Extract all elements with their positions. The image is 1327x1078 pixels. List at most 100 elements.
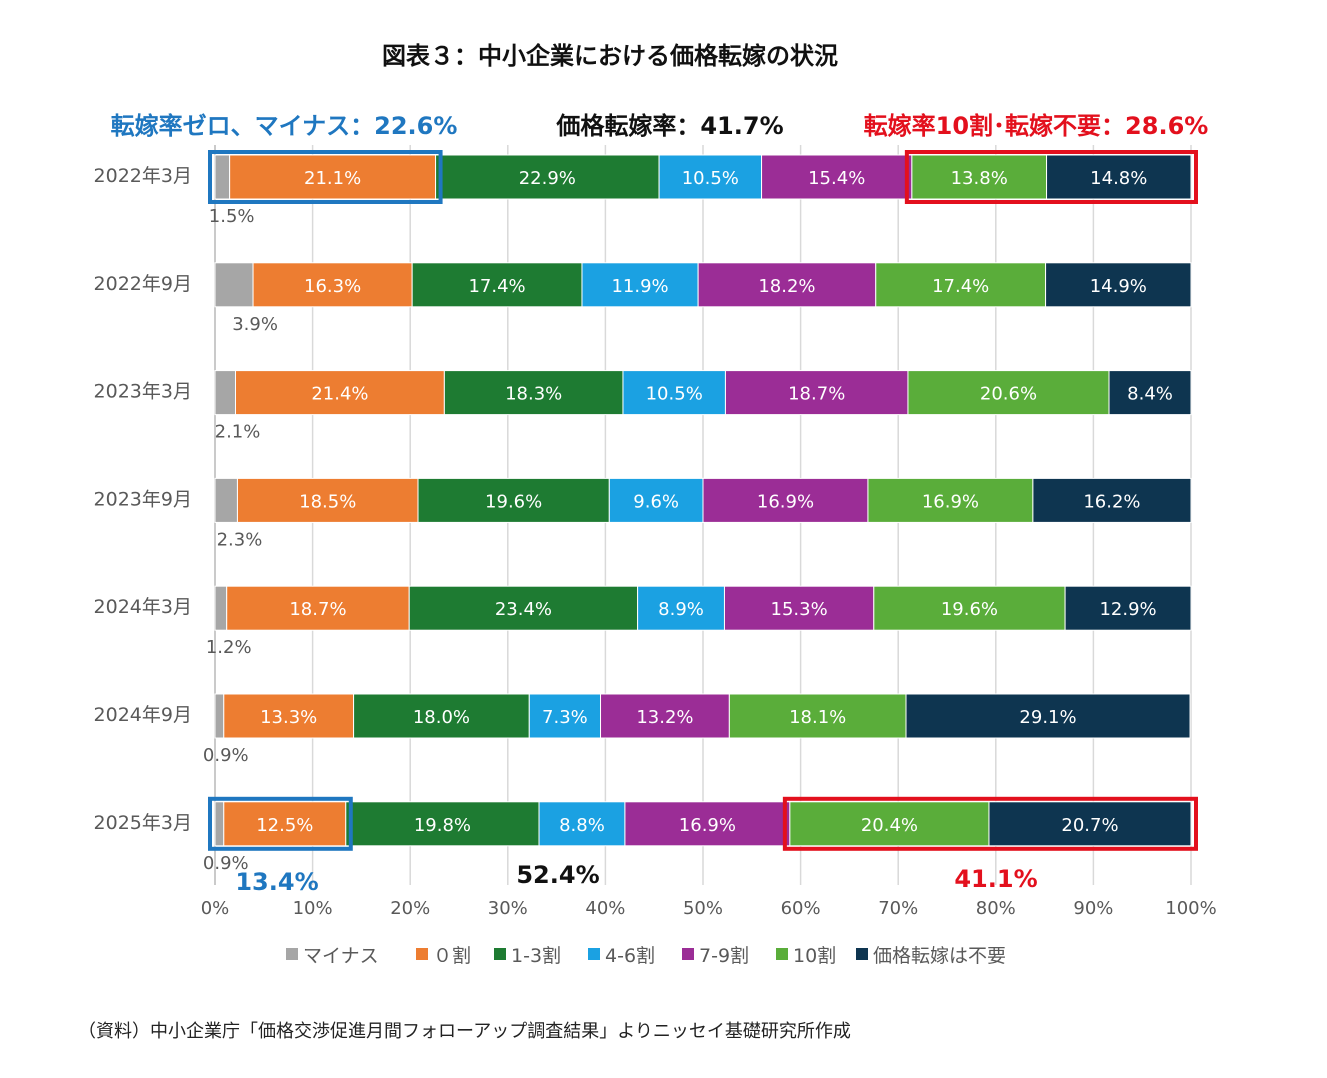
bar-segment <box>581 262 699 308</box>
bar-segment <box>353 693 530 739</box>
legend-swatch <box>588 948 600 960</box>
data-label: 22.9% <box>519 168 576 189</box>
x-tick-label: 90% <box>1073 898 1113 919</box>
bar-segment <box>214 477 238 523</box>
data-label: 9.6% <box>633 491 679 512</box>
data-label: 1.2% <box>206 637 252 658</box>
bar-segment <box>905 693 1191 739</box>
bar-segment <box>658 154 763 200</box>
data-label: 10.5% <box>682 168 739 189</box>
data-label: 7.3% <box>542 707 588 728</box>
bar-segment <box>214 585 228 631</box>
data-label: 12.9% <box>1099 599 1156 620</box>
bar-segment <box>624 801 791 847</box>
data-label: 1.5% <box>209 206 255 227</box>
bar-segment <box>608 477 704 523</box>
data-label: 19.8% <box>414 815 471 836</box>
data-label: 18.0% <box>413 707 470 728</box>
bar-segment <box>697 262 877 308</box>
bar-segment <box>622 370 726 416</box>
data-label: 14.9% <box>1090 276 1147 297</box>
data-label: 19.6% <box>485 491 542 512</box>
bar-segment <box>1108 370 1192 416</box>
legend-entry: 1-3割 <box>511 945 561 967</box>
bar-segment <box>1032 477 1192 523</box>
data-label: 14.8% <box>1090 168 1147 189</box>
bar-segment <box>637 585 725 631</box>
bar-segment <box>214 693 225 739</box>
category-label: 2023年9月 <box>94 488 192 510</box>
bar-segment <box>229 154 437 200</box>
highlight-box-red <box>904 150 1198 204</box>
data-label: 18.5% <box>299 491 356 512</box>
bar-segment <box>417 477 610 523</box>
annotation-bottom-pass-through-rate: 52.4% <box>516 861 599 889</box>
data-label: 0.9% <box>203 745 249 766</box>
data-label: 16.3% <box>304 276 361 297</box>
data-label: 16.9% <box>757 491 814 512</box>
data-label: 18.3% <box>505 384 562 405</box>
bar-segment <box>234 370 445 416</box>
data-label: 13.3% <box>260 707 317 728</box>
legend-entry: 価格転嫁は不要 <box>873 945 1006 967</box>
bar-segment <box>907 370 1110 416</box>
data-label: 13.8% <box>951 168 1008 189</box>
data-label: 2.1% <box>215 422 261 443</box>
x-tick-label: 20% <box>390 898 430 919</box>
bar-segment <box>1045 262 1192 308</box>
category-labels: 2022年3月 2022年9月 2023年3月 2023年9月 2024年3月 2024年… <box>94 165 192 834</box>
highlight-box-blue <box>208 150 443 204</box>
data-label: 11.9% <box>611 276 668 297</box>
bar-segment <box>528 693 602 739</box>
bar-segment <box>408 585 639 631</box>
bar-segment <box>789 801 990 847</box>
data-label: 18.7% <box>289 599 346 620</box>
x-tick-label: 40% <box>585 898 625 919</box>
x-tick-label: 50% <box>683 898 723 919</box>
bar-segment <box>223 801 347 847</box>
data-label: 29.1% <box>1019 707 1076 728</box>
bar-segment <box>538 801 626 847</box>
annotation-top-pass-through-rate: 価格転嫁率：41.7% <box>555 112 783 140</box>
data-label: 20.7% <box>1061 815 1118 836</box>
bar-segment <box>223 693 355 739</box>
x-tick-label: 10% <box>293 898 333 919</box>
bar-segment <box>1046 154 1192 200</box>
highlight-box-blue <box>208 796 353 851</box>
legend-swatch <box>494 948 506 960</box>
bars: 1.5% 21.1% 22.9% 10.5% 15.4% 13.8% 14.8% 3.9% 16… <box>203 154 1192 874</box>
data-label: 15.3% <box>771 599 828 620</box>
x-tick-label: 100% <box>1165 898 1216 919</box>
data-label: 20.6% <box>980 384 1037 405</box>
bar-segment <box>988 801 1192 847</box>
data-label: 17.4% <box>932 276 989 297</box>
x-axis: 0% 10% 20% 30% 40% 50% 60% 70% 80% 90% 100% <box>201 898 1217 919</box>
data-label: 18.7% <box>788 384 845 405</box>
annotation-top-zero-minus: 転嫁率ゼロ、マイナス：22.6% <box>111 112 458 140</box>
chart-title: 図表３：中小企業における価格転嫁の状況 <box>382 42 838 70</box>
data-label: 10.5% <box>646 384 703 405</box>
category-label: 2025年3月 <box>94 812 192 834</box>
data-label: 18.2% <box>758 276 815 297</box>
bar-segment <box>873 585 1066 631</box>
bar-segment <box>443 370 624 416</box>
highlight-box-red <box>782 796 1198 851</box>
data-label: 2.3% <box>217 529 263 550</box>
legend-swatch <box>856 948 868 960</box>
legend-entry: 7-9割 <box>699 945 749 967</box>
x-tick-label: 80% <box>976 898 1016 919</box>
data-label: 0.9% <box>203 853 249 874</box>
data-label: 19.6% <box>941 599 998 620</box>
data-label: 8.8% <box>559 815 605 836</box>
annotation-bottom-zero-minus: 13.4% <box>235 868 318 896</box>
legend-entry: マイナス <box>303 945 379 967</box>
data-label: 8.4% <box>1127 384 1173 405</box>
bar-segment <box>214 154 231 200</box>
data-label: 15.4% <box>808 168 865 189</box>
data-label: 3.9% <box>232 314 278 335</box>
data-label: 12.5% <box>256 815 313 836</box>
bar-segment <box>724 370 909 416</box>
annotation-top-full-or-unneeded: 転嫁率10割･転嫁不要：28.6% <box>864 112 1209 140</box>
category-label: 2024年9月 <box>94 704 192 726</box>
